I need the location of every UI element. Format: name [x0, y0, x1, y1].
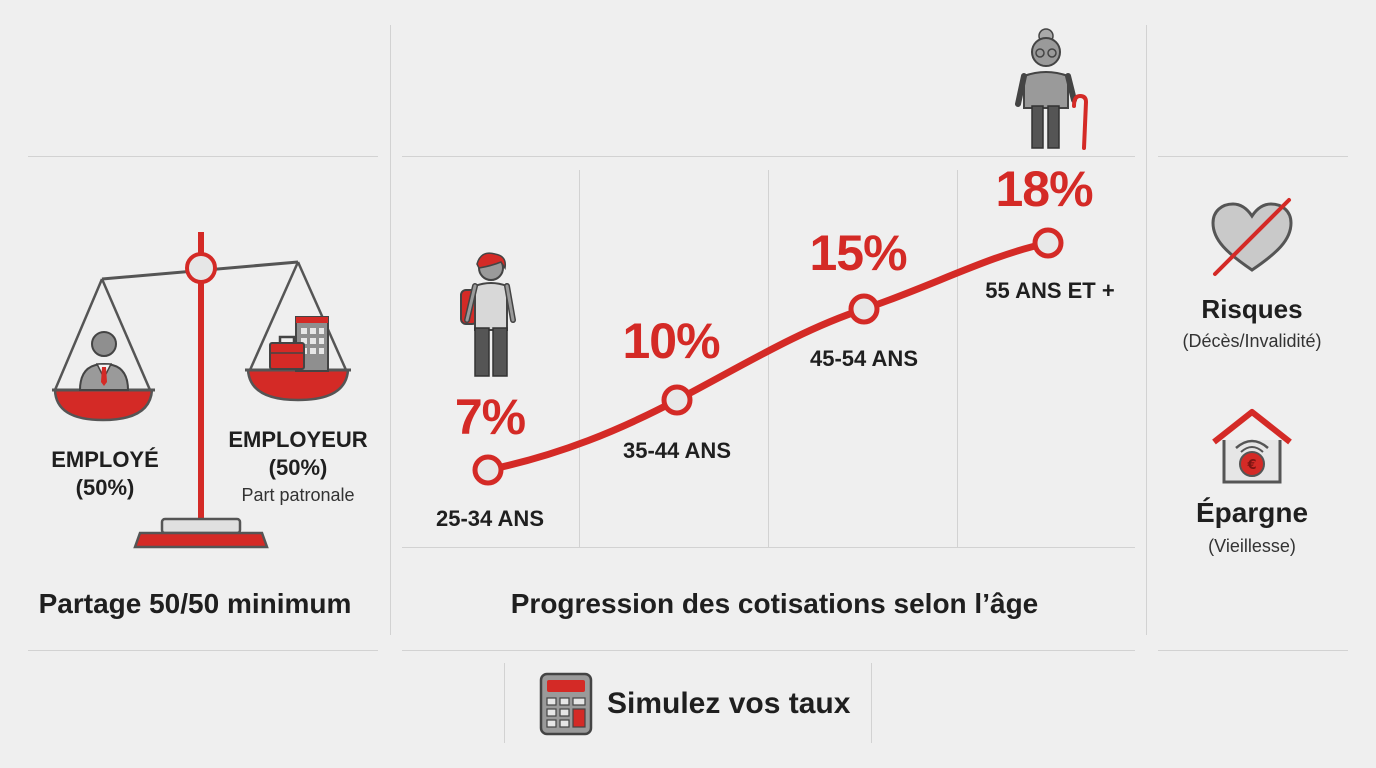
employer-note: Part patronale [241, 485, 355, 505]
divider-bottom-center [402, 650, 1135, 651]
point-45-54 [848, 293, 880, 325]
age-45-54: 45-54 ANS [809, 346, 918, 371]
employee-label-title: EMPLOYÉ [51, 447, 159, 472]
simulate-rates-label: Simulez vos taux [607, 687, 851, 720]
employer-label-title: EMPLOYEUR [228, 427, 368, 452]
point-35-44 [661, 384, 693, 416]
employee-icon [78, 331, 130, 391]
divider-bottom-left [28, 650, 378, 651]
house-piggy-bank-icon: € [1212, 409, 1292, 484]
svg-text:€: € [1246, 458, 1256, 473]
rate-55-plus: 18% [995, 161, 1093, 217]
crossed-heart-icon [1211, 198, 1293, 276]
savings-subtitle: (Vieillesse) [1208, 536, 1296, 556]
savings-title: Épargne [1195, 497, 1309, 528]
rate-45-54: 15% [809, 225, 907, 281]
rate-25-34: 7% [454, 389, 526, 445]
divider-bottom-right [1158, 650, 1348, 651]
employer-share: (50%) [268, 455, 328, 480]
age-55-plus: 55 ANS ET + [985, 278, 1115, 303]
young-person-icon [460, 252, 516, 377]
employee-share: (50%) [75, 475, 135, 500]
progression-caption: Progression des cotisations selon l’âge [510, 588, 1039, 619]
rate-35-44: 10% [622, 313, 720, 369]
point-25-34 [472, 454, 504, 486]
scale-icon [52, 232, 351, 549]
age-35-44: 35-44 ANS [622, 438, 731, 463]
employer-label: EMPLOYEUR (50%) Part patronale [218, 427, 378, 506]
calculator-icon [539, 672, 593, 736]
balance-caption: Partage 50/50 minimum [38, 588, 352, 619]
divider-col-2 [1146, 25, 1147, 635]
cta-divider-left [504, 663, 505, 743]
chart-grid-2 [768, 170, 769, 547]
divider-col-1 [390, 25, 391, 635]
cta-divider-right [871, 663, 872, 743]
employee-label: EMPLOYÉ (50%) [30, 447, 180, 501]
simulate-rates-button[interactable]: Simulez vos taux [505, 663, 871, 745]
divider-top-left [28, 156, 378, 157]
office-building-icon [269, 316, 329, 372]
divider-top-right [1158, 156, 1348, 157]
chart-grid-3 [957, 170, 958, 547]
age-25-34: 25-34 ANS [435, 506, 544, 531]
risks-title: Risques [1201, 294, 1303, 324]
divider-top-center [402, 156, 1135, 157]
chart-grid-1 [579, 170, 580, 547]
risks-subtitle: (Décès/Invalidité) [1182, 331, 1322, 351]
chart-baseline [402, 547, 1135, 548]
senior-person-icon [1015, 28, 1089, 150]
point-55-plus [1032, 227, 1064, 259]
